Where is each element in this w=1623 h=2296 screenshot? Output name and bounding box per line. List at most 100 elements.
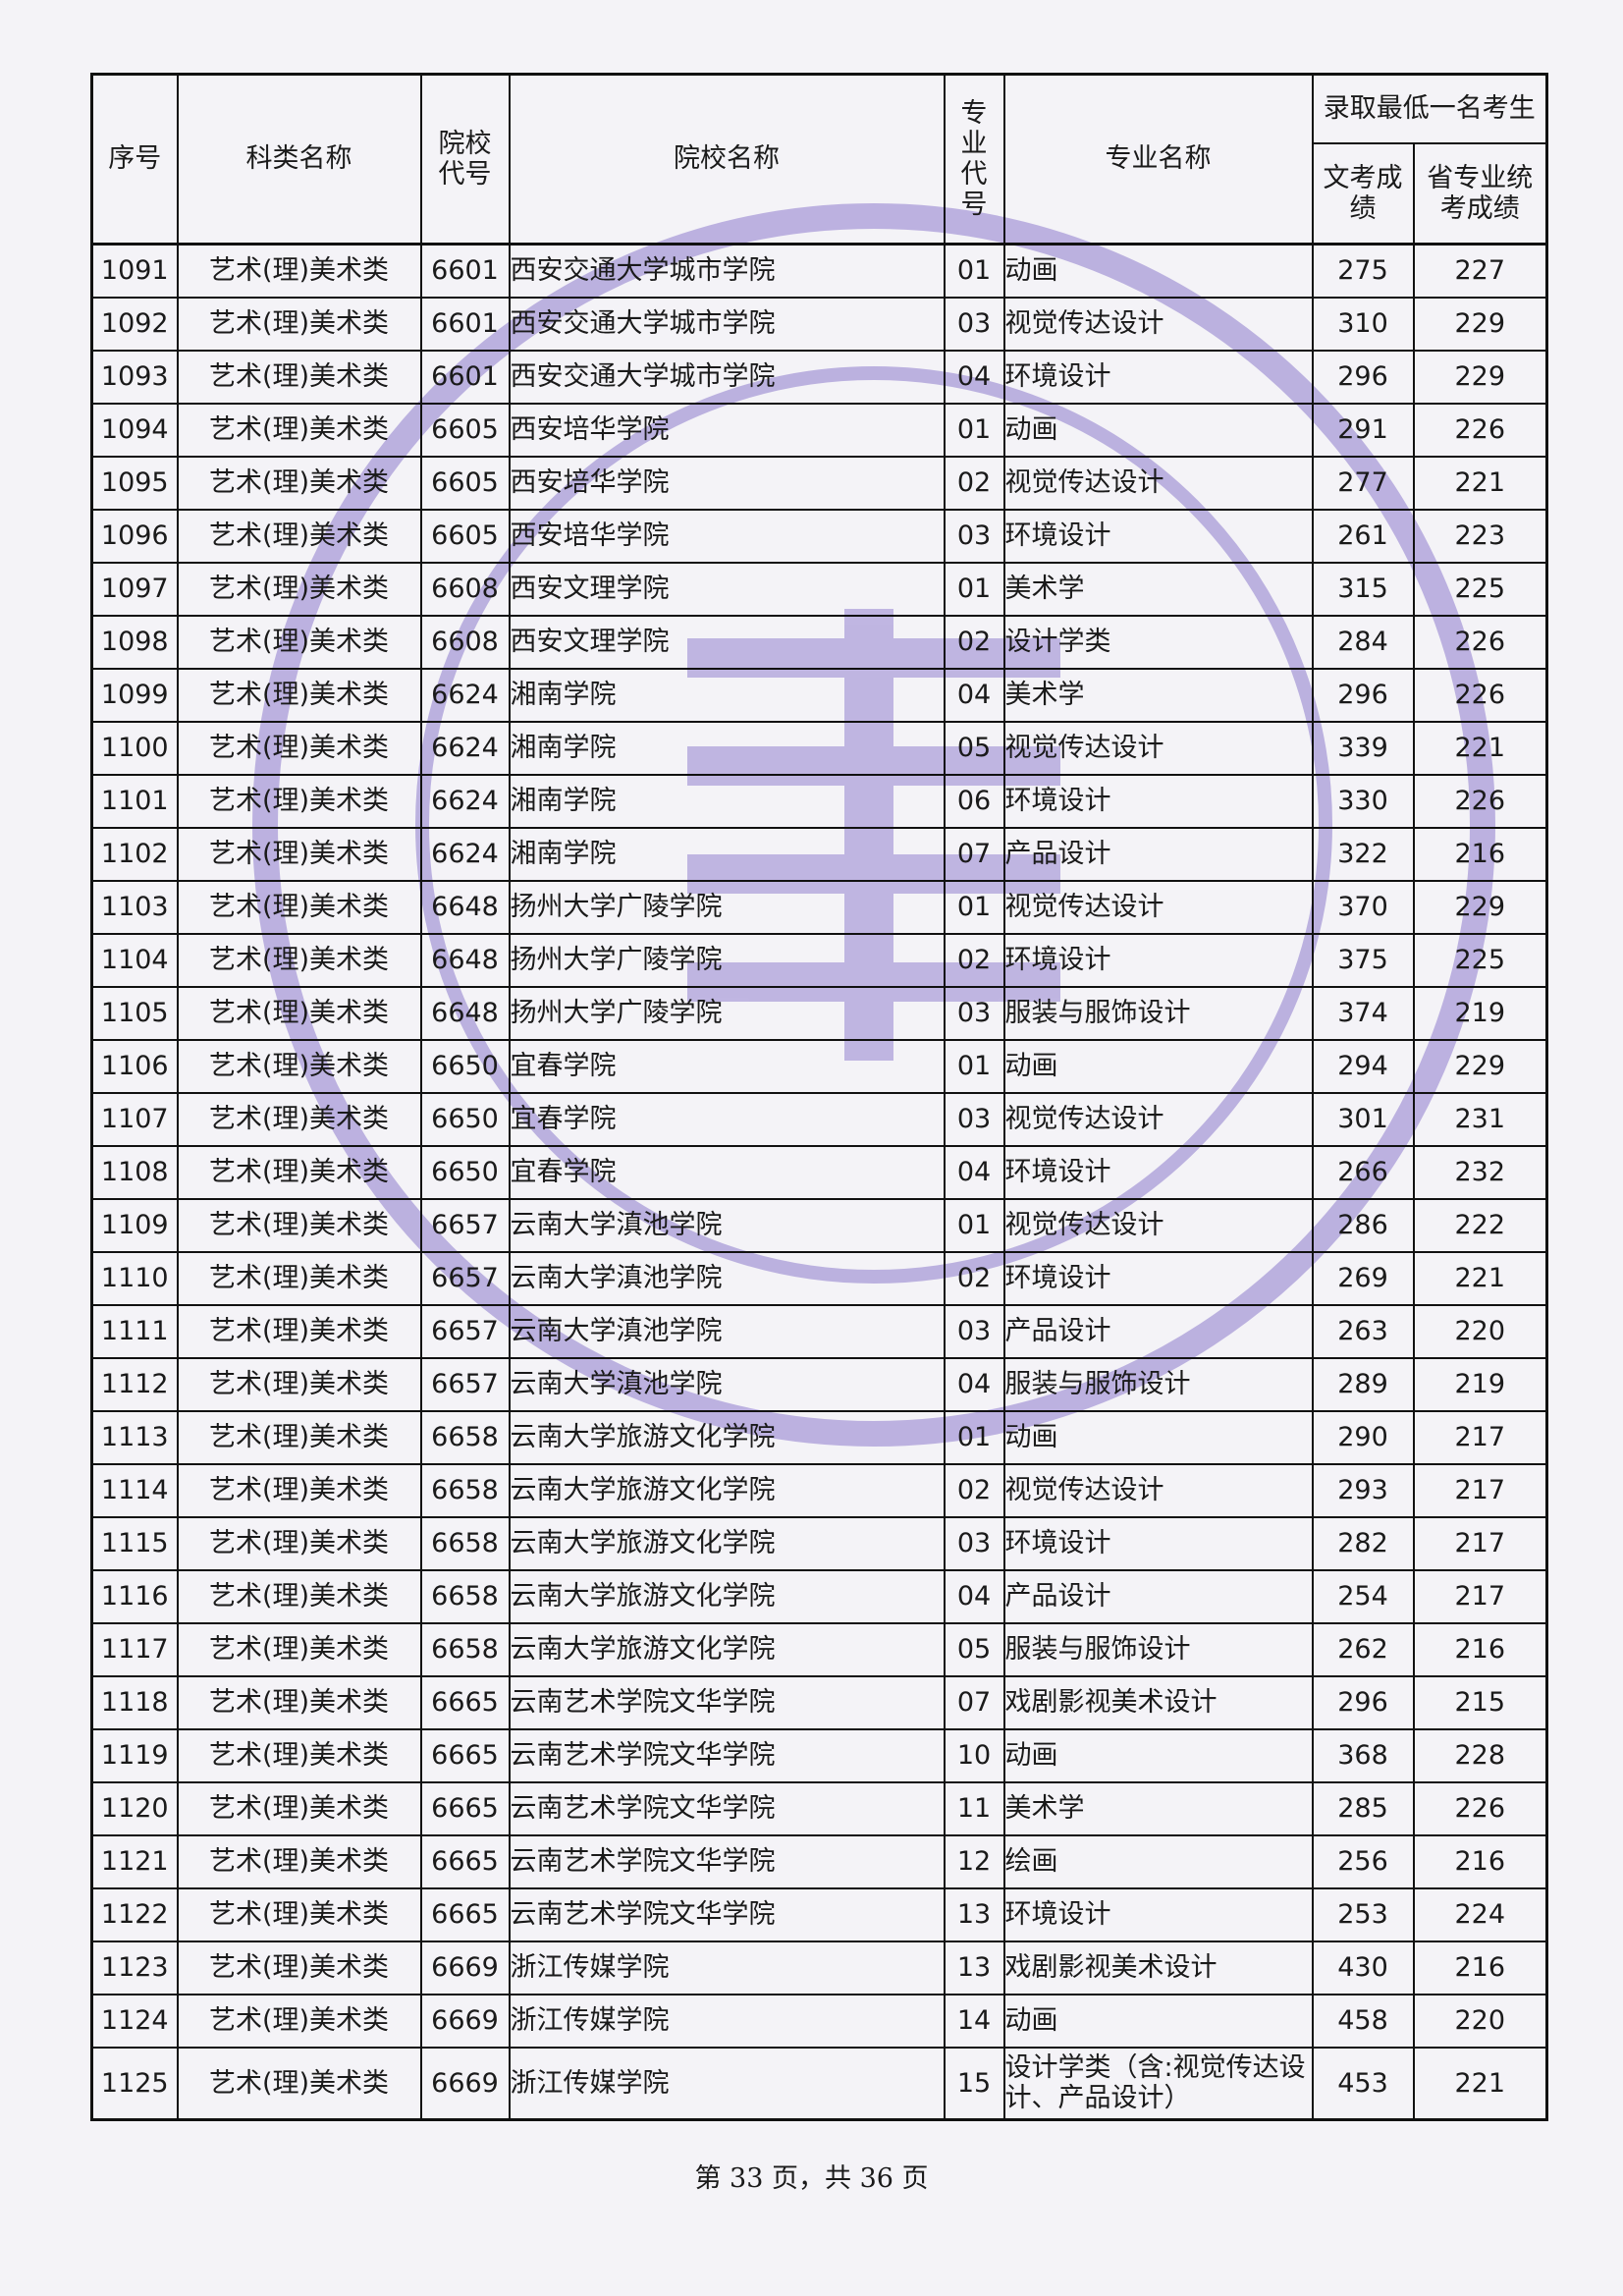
cell-seq: 1093 <box>90 349 179 405</box>
cell-category: 艺术(理)美术类 <box>176 1197 422 1253</box>
cell-school-code: 6658 <box>419 1621 511 1677</box>
cell-culture-score: 294 <box>1311 1038 1415 1094</box>
cell-culture-score: 315 <box>1311 561 1415 617</box>
cell-category: 艺术(理)美术类 <box>176 667 422 723</box>
cell-category: 艺术(理)美术类 <box>176 826 422 882</box>
cell-culture-score: 291 <box>1311 402 1415 458</box>
cell-category: 艺术(理)美术类 <box>176 296 422 352</box>
cell-culture-score: 289 <box>1311 1356 1415 1412</box>
table-row: 1125 艺术(理)美术类 6669 浙江传媒学院 15 设计学类（含:视觉传达设计、产品… <box>90 2046 1548 2121</box>
cell-seq: 1117 <box>90 1621 179 1677</box>
cell-culture-score: 286 <box>1311 1197 1415 1253</box>
cell-school-code: 6669 <box>419 2046 511 2121</box>
cell-school-name: 湘南学院 <box>508 720 946 776</box>
cell-school-name: 宜春学院 <box>508 1038 946 1094</box>
cell-category: 艺术(理)美术类 <box>176 561 422 617</box>
cell-major-name: 绘画 <box>1002 1833 1314 1889</box>
cell-major-name: 设计学类 <box>1002 614 1314 670</box>
cell-major-code: 07 <box>943 1674 1005 1730</box>
cell-unified-score: 227 <box>1412 243 1548 299</box>
cell-major-code: 04 <box>943 349 1005 405</box>
cell-culture-score: 269 <box>1311 1250 1415 1306</box>
cell-major-code: 13 <box>943 1940 1005 1995</box>
cell-major-name: 环境设计 <box>1002 508 1314 564</box>
cell-category: 艺术(理)美术类 <box>176 402 422 458</box>
cell-school-name: 扬州大学广陵学院 <box>508 985 946 1041</box>
cell-category: 艺术(理)美术类 <box>176 879 422 935</box>
cell-culture-score: 261 <box>1311 508 1415 564</box>
cell-unified-score: 216 <box>1412 1833 1548 1889</box>
cell-major-code: 05 <box>943 720 1005 776</box>
cell-school-code: 6658 <box>419 1568 511 1624</box>
cell-culture-score: 370 <box>1311 879 1415 935</box>
cell-unified-score: 220 <box>1412 1303 1548 1359</box>
cell-major-name: 视觉传达设计 <box>1002 1197 1314 1253</box>
cell-major-code: 02 <box>943 932 1005 988</box>
table-row: 1110 艺术(理)美术类 6657 云南大学滇池学院 02 环境设计 269 221 <box>90 1250 1548 1306</box>
cell-school-name: 湘南学院 <box>508 667 946 723</box>
cell-culture-score: 453 <box>1311 2046 1415 2121</box>
cell-unified-score: 221 <box>1412 455 1548 511</box>
cell-culture-score: 296 <box>1311 349 1415 405</box>
cell-category: 艺术(理)美术类 <box>176 508 422 564</box>
cell-school-name: 西安培华学院 <box>508 508 946 564</box>
cell-unified-score: 221 <box>1412 1250 1548 1306</box>
cell-culture-score: 284 <box>1311 614 1415 670</box>
cell-seq: 1110 <box>90 1250 179 1306</box>
table-row: 1108 艺术(理)美术类 6650 宜春学院 04 环境设计 266 232 <box>90 1144 1548 1200</box>
cell-major-name: 动画 <box>1002 1409 1314 1465</box>
cell-culture-score: 285 <box>1311 1780 1415 1836</box>
cell-culture-score: 368 <box>1311 1727 1415 1783</box>
cell-unified-score: 231 <box>1412 1091 1548 1147</box>
table-row: 1115 艺术(理)美术类 6658 云南大学旅游文化学院 03 环境设计 282 217 <box>90 1515 1548 1571</box>
cell-school-name: 云南艺术学院文华学院 <box>508 1780 946 1836</box>
cell-culture-score: 290 <box>1311 1409 1415 1465</box>
cell-category: 艺术(理)美术类 <box>176 720 422 776</box>
cell-major-name: 视觉传达设计 <box>1002 879 1314 935</box>
cell-school-name: 西安培华学院 <box>508 402 946 458</box>
cell-school-name: 宜春学院 <box>508 1091 946 1147</box>
cell-unified-score: 220 <box>1412 1993 1548 2049</box>
cell-seq: 1104 <box>90 932 179 988</box>
cell-school-code: 6650 <box>419 1144 511 1200</box>
header-school-name: 院校名称 <box>508 73 946 246</box>
cell-category: 艺术(理)美术类 <box>176 1250 422 1306</box>
cell-culture-score: 374 <box>1311 985 1415 1041</box>
cell-major-name: 美术学 <box>1002 667 1314 723</box>
cell-school-code: 6669 <box>419 1940 511 1995</box>
cell-culture-score: 430 <box>1311 1940 1415 1995</box>
cell-major-code: 03 <box>943 1303 1005 1359</box>
cell-school-name: 云南大学滇池学院 <box>508 1197 946 1253</box>
cell-culture-score: 375 <box>1311 932 1415 988</box>
cell-major-name: 产品设计 <box>1002 1303 1314 1359</box>
cell-school-code: 6648 <box>419 879 511 935</box>
cell-seq: 1092 <box>90 296 179 352</box>
header-major-name: 专业名称 <box>1002 73 1314 246</box>
cell-major-code: 04 <box>943 1144 1005 1200</box>
header-unified-score: 省专业统考成绩 <box>1412 142 1548 246</box>
cell-seq: 1094 <box>90 402 179 458</box>
cell-major-name: 美术学 <box>1002 561 1314 617</box>
cell-school-name: 云南大学滇池学院 <box>508 1250 946 1306</box>
table-row: 1118 艺术(理)美术类 6665 云南艺术学院文华学院 07 戏剧影视美术设计 296 2… <box>90 1674 1548 1730</box>
cell-seq: 1100 <box>90 720 179 776</box>
cell-major-name: 服装与服饰设计 <box>1002 1356 1314 1412</box>
cell-major-code: 05 <box>943 1621 1005 1677</box>
header-category: 科类名称 <box>176 73 422 246</box>
cell-school-name: 西安文理学院 <box>508 561 946 617</box>
cell-major-code: 04 <box>943 1568 1005 1624</box>
cell-seq: 1096 <box>90 508 179 564</box>
table-row: 1120 艺术(理)美术类 6665 云南艺术学院文华学院 11 美术学 285 226 <box>90 1780 1548 1836</box>
cell-major-code: 03 <box>943 508 1005 564</box>
cell-major-name: 环境设计 <box>1002 1886 1314 1942</box>
table-row: 1104 艺术(理)美术类 6648 扬州大学广陵学院 02 环境设计 375 225 <box>90 932 1548 988</box>
cell-seq: 1098 <box>90 614 179 670</box>
cell-major-code: 06 <box>943 773 1005 829</box>
header-school-code: 院校代号 <box>419 73 511 246</box>
cell-culture-score: 458 <box>1311 1993 1415 2049</box>
cell-school-name: 浙江传媒学院 <box>508 1940 946 1995</box>
cell-culture-score: 266 <box>1311 1144 1415 1200</box>
cell-school-code: 6624 <box>419 667 511 723</box>
cell-category: 艺术(理)美术类 <box>176 985 422 1041</box>
cell-school-code: 6608 <box>419 614 511 670</box>
